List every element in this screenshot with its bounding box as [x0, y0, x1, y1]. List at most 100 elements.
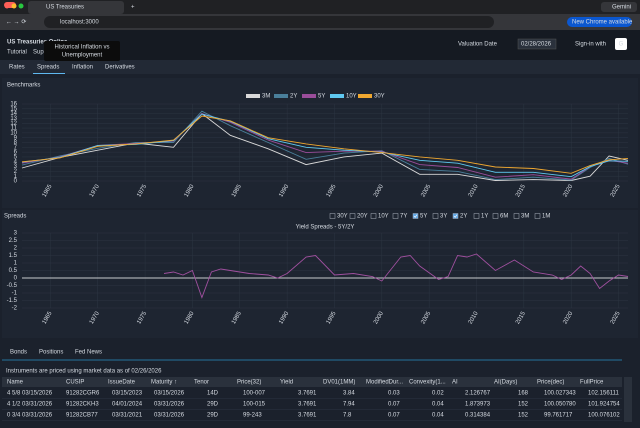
bottom-tab[interactable]: Positions: [39, 350, 63, 356]
cell[interactable]: 0.02: [432, 391, 444, 397]
cell[interactable]: 91282CGR6: [66, 391, 100, 397]
legend-label[interactable]: 2Y: [290, 94, 297, 100]
cell[interactable]: 3.7691: [298, 413, 317, 419]
bottom-tab[interactable]: Fed News: [75, 350, 102, 356]
checkbox-label[interactable]: 2Y: [460, 214, 467, 220]
cell[interactable]: 152: [518, 413, 529, 419]
checkbox[interactable]: [413, 214, 418, 219]
url-field[interactable]: [44, 16, 494, 28]
checkbox-label[interactable]: 5Y: [420, 214, 427, 220]
tab-title[interactable]: US Treasuries: [46, 5, 84, 11]
column-header[interactable]: IssueDate: [108, 380, 136, 386]
cell[interactable]: 102.156111: [588, 391, 619, 397]
legend-swatch[interactable]: [274, 94, 288, 98]
cell[interactable]: 03/31/2021: [112, 413, 143, 419]
cell[interactable]: 101.924754: [588, 402, 620, 408]
cell[interactable]: 0.04: [432, 402, 444, 408]
legend-swatch[interactable]: [358, 94, 372, 98]
cell[interactable]: 7.94: [343, 402, 355, 408]
cell[interactable]: 0.04: [432, 413, 444, 419]
cell[interactable]: 03/15/2026: [154, 391, 185, 397]
sign-in-g[interactable]: G: [619, 42, 624, 48]
checkbox-label[interactable]: 3M: [521, 214, 529, 220]
valuation-date[interactable]: 02/28/2026: [521, 42, 552, 48]
tab[interactable]: Inflation: [72, 65, 93, 71]
tab[interactable]: Derivatives: [105, 65, 135, 71]
cell[interactable]: 100.050780: [544, 402, 576, 408]
checkbox-label[interactable]: 1M: [542, 214, 550, 220]
cell[interactable]: 2.126767: [465, 391, 491, 397]
column-header[interactable]: CUSIP: [66, 380, 84, 386]
legend-label[interactable]: 10Y: [346, 94, 357, 100]
url[interactable]: localhost:3000: [60, 20, 99, 26]
cell[interactable]: 29D: [207, 413, 219, 419]
cell[interactable]: 100-015: [243, 402, 266, 408]
window-zoom[interactable]: [19, 4, 24, 9]
scrollbar[interactable]: [624, 377, 632, 422]
cell[interactable]: 7.8: [343, 413, 352, 419]
column-header[interactable]: AI: [452, 380, 458, 386]
cell[interactable]: 3.7691: [298, 391, 317, 397]
update-label[interactable]: New Chrome available: [572, 20, 633, 26]
checkbox-label[interactable]: 3Y: [440, 214, 447, 220]
column-header[interactable]: FullPrice: [580, 380, 604, 386]
cell[interactable]: 152: [518, 402, 529, 408]
legend-swatch[interactable]: [246, 94, 260, 98]
cell[interactable]: 29D: [207, 402, 219, 408]
cell[interactable]: 0.07: [388, 402, 400, 408]
column-header[interactable]: Tenor: [194, 380, 209, 386]
column-header[interactable]: Convexity(1...: [409, 380, 446, 386]
column-header[interactable]: Price(dec): [537, 380, 564, 386]
cell[interactable]: 4 1/2 03/31/2026: [7, 402, 53, 408]
bottom-tab[interactable]: Bonds: [10, 350, 27, 356]
window-close[interactable]: [5, 4, 10, 9]
cell[interactable]: 91282CKH3: [66, 402, 99, 408]
tab[interactable]: Rates: [9, 65, 25, 71]
cell[interactable]: 91282CB77: [66, 413, 98, 419]
column-header[interactable]: DV01(1MM): [323, 380, 355, 386]
checkbox-label[interactable]: 20Y: [357, 214, 368, 220]
checkbox-label[interactable]: 6M: [500, 214, 508, 220]
window-minimize[interactable]: [12, 4, 17, 9]
cell[interactable]: 0.314384: [465, 413, 491, 419]
cell[interactable]: 03/15/2023: [112, 391, 143, 397]
cell[interactable]: 3.84: [343, 391, 355, 397]
cell[interactable]: 1.873973: [465, 402, 491, 408]
gemini-label[interactable]: Gemini: [612, 5, 631, 11]
cell[interactable]: 99-243: [243, 413, 262, 419]
new-tab[interactable]: +: [131, 5, 135, 11]
checkbox-label[interactable]: 30Y: [337, 214, 348, 220]
cell[interactable]: 168: [518, 391, 529, 397]
legend-swatch[interactable]: [302, 94, 316, 98]
header-link[interactable]: Tutorial: [7, 50, 27, 56]
cell[interactable]: 4 5/8 03/15/2026: [7, 391, 53, 397]
nav-back[interactable]: ← → ⟳: [6, 20, 26, 26]
legend-label[interactable]: 30Y: [374, 94, 385, 100]
checkbox-label[interactable]: 10Y: [378, 214, 389, 220]
cell[interactable]: 0.03: [388, 391, 400, 397]
cell[interactable]: 0.07: [388, 413, 400, 419]
legend-label[interactable]: 3M: [262, 94, 270, 100]
cell[interactable]: 3.7691: [298, 402, 317, 408]
cell[interactable]: 100.027343: [544, 391, 576, 397]
column-header[interactable]: Yield: [280, 380, 293, 386]
cell[interactable]: 03/31/2026: [154, 402, 185, 408]
column-header[interactable]: ModifiedDur...: [366, 380, 403, 386]
checkbox-label[interactable]: 7Y: [400, 214, 407, 220]
column-header[interactable]: Name: [7, 380, 24, 386]
tab[interactable]: Spreads: [37, 65, 59, 71]
cell[interactable]: 14D: [207, 391, 219, 397]
cell[interactable]: 100-007: [243, 391, 266, 397]
cell[interactable]: 03/31/2026: [154, 413, 185, 419]
legend-swatch[interactable]: [330, 94, 344, 98]
column-header[interactable]: Maturity ↑: [151, 380, 177, 386]
checkbox[interactable]: [453, 214, 458, 219]
cell[interactable]: 100.076102: [588, 413, 620, 419]
column-header[interactable]: AI(Days): [494, 380, 517, 386]
legend-label[interactable]: 5Y: [318, 94, 325, 100]
cell[interactable]: 04/01/2024: [112, 402, 143, 408]
checkbox-label[interactable]: 1Y: [481, 214, 488, 220]
cell[interactable]: 99.761717: [544, 413, 573, 419]
cell[interactable]: 0 3/4 03/31/2026: [7, 413, 53, 419]
column-header[interactable]: Price(32): [237, 380, 261, 386]
